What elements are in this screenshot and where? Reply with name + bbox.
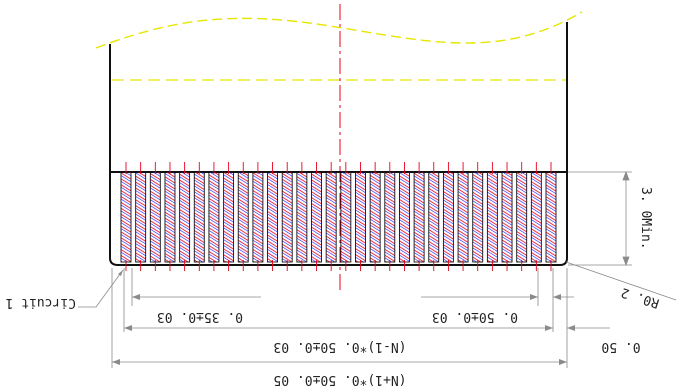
contact-pad: [208, 171, 220, 263]
contact-pad: [149, 171, 161, 263]
contact-pad: [369, 171, 381, 263]
overall-label: (N+1)*0. 50±0. 05: [273, 372, 406, 387]
contact-pad: [442, 171, 454, 263]
contact-pad: [164, 171, 176, 263]
contact-pad: [281, 171, 293, 263]
finger-width-label: 0. 35±0. 03: [157, 309, 243, 324]
contact-pad: [399, 171, 410, 263]
housing-outline: [109, 22, 568, 266]
contact-pad: [311, 171, 322, 263]
contact-pad: [325, 171, 337, 263]
contact-pad: [340, 171, 352, 263]
pitch-label: (N-1)*0. 50±0. 03: [273, 339, 406, 354]
contact-pad: [252, 171, 264, 263]
contact-pad: [501, 171, 513, 263]
circuit-leader: [78, 269, 124, 308]
contact-pad: [384, 171, 396, 263]
contact-pad: [355, 171, 366, 263]
min-height-dimension: [568, 170, 632, 267]
contact-pad: [223, 171, 235, 263]
contact-pad: [457, 171, 469, 263]
contact-pad: [545, 171, 557, 263]
contact-pad: [120, 171, 132, 263]
contact-pad: [413, 171, 425, 263]
radius-leader: [565, 261, 677, 301]
min-height-label: 3. 0Min.: [638, 187, 653, 250]
contact-pad: [179, 171, 191, 263]
contact-pad: [267, 171, 278, 263]
contact-pad: [486, 171, 498, 263]
contact-pad: [516, 171, 528, 263]
dimension-arrows: [112, 294, 575, 365]
offset-label: 0. 50: [601, 339, 640, 354]
break-line-wavy: [95, 11, 583, 49]
bottom-dimensions: [111, 268, 610, 368]
contact-pad: [237, 171, 249, 263]
contact-pad: [296, 171, 308, 263]
circuit-leader-arrow: [118, 270, 123, 276]
contact-pad: [135, 171, 147, 263]
contact-pad: [472, 171, 484, 263]
edge-gap-label: 0. 50±0. 03: [432, 309, 518, 324]
contact-pad: [193, 171, 205, 263]
contact-pad: [428, 171, 440, 263]
contact-pad: [530, 171, 542, 263]
circuit-label: Circuit 1: [6, 295, 76, 310]
contact-group: [120, 162, 557, 271]
